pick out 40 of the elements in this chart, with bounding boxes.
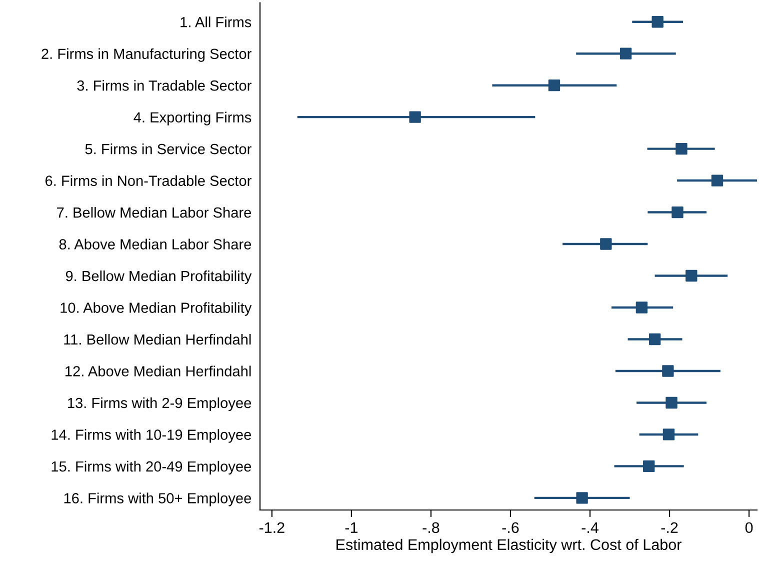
point [648,333,661,346]
point [676,142,688,155]
point [576,492,588,504]
x-tick-label: -.4 [582,522,598,533]
point [686,270,698,282]
y-tick-label: 8. Above Median Labor Share [59,238,252,250]
point [711,174,724,186]
point [662,365,674,377]
point [662,428,675,440]
point [600,238,612,250]
y-tick-label: 12. Above Median Herfindahl [66,366,251,376]
point [672,206,684,218]
y-tick-label: 6. Firms in Non-Tradable Sector [45,175,252,186]
x-tick-label: -.2 [661,522,678,533]
point [652,16,664,28]
point [636,302,648,314]
y-tick-label: 16. Firms with 50+ Employee [64,492,252,506]
point [643,460,655,472]
x-tick-label: 0 [745,522,753,534]
x-axis-title: Estimated Employment Elasticity wrt. Cost of Labor [336,538,682,554]
x-tick-label: -1.2 [259,522,284,533]
y-tick-label: 14. Firms with 10-19 Employee [52,429,252,443]
y-tick-label: 3. Firms in Tradable Sector [77,80,252,91]
x-tick-label: -.6 [502,522,519,534]
y-tick-label: 13. Firms with 2-9 Employee [68,397,252,412]
y-tick-label: 1. All Firms [180,16,252,28]
point [620,48,632,60]
x-tick-label: -1 [345,522,358,533]
point [548,79,560,92]
y-tick-label: 4. Exporting Firms [134,112,252,126]
y-tick-label: 10. Above Median Profitability [60,302,252,316]
y-tick-label: 2. Firms in Manufacturing Sector [42,48,252,62]
y-tick-label: 9. Bellow Median Profitability [66,270,252,284]
x-tick-label: -.8 [422,522,440,534]
y-tick-label: 15. Firms with 20-49 Employee [52,460,252,475]
y-tick-label: 5. Firms in Service Sector [85,144,252,154]
point [409,111,421,123]
y-tick-label: 7. Bellow Median Labor Share [57,207,252,218]
point [666,396,678,409]
y-tick-label: 11. Bellow Median Herfindahl [64,334,251,345]
